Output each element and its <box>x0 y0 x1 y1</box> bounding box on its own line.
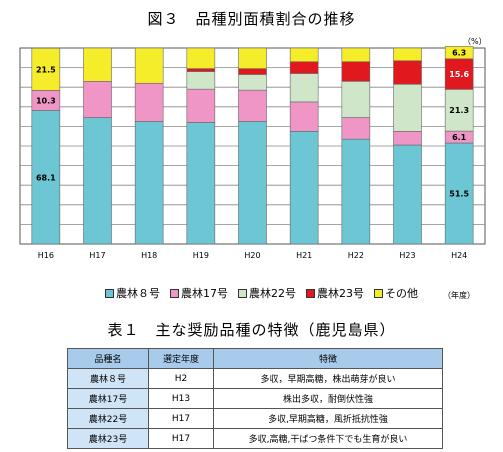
table-cell: 多収,高糖,干ばつ条件下でも生育が良い <box>213 428 443 449</box>
bar-segment <box>393 47 422 62</box>
bar-segment <box>341 117 371 140</box>
bar-segment <box>341 61 371 82</box>
header-cell: 品種名 <box>67 348 149 369</box>
bar-segment <box>238 68 267 75</box>
table-cell: 多収，早期高糖，株出萌芽が良い <box>213 368 443 389</box>
bar-segment <box>186 88 216 123</box>
table-row: 農林17号 H13 株出多収，耐倒伏性強 <box>67 388 443 409</box>
table-cell: 株出多収，耐倒伏性強 <box>213 388 443 409</box>
table-row: 農林22号 H17 多収,早期高糖，風折抵抗性強 <box>67 408 443 429</box>
bar-segment <box>289 101 319 132</box>
header-cell: 特徴 <box>213 348 443 369</box>
table-cell: H17 <box>148 428 214 449</box>
legend-item-norin8: 農林８号 <box>105 285 160 301</box>
legend-swatch <box>238 288 247 298</box>
data-label: 15.6 <box>449 70 469 79</box>
bar-segment <box>444 142 474 245</box>
bar-segment <box>134 82 164 122</box>
bar-segment <box>83 117 112 245</box>
x-tick-label: H24 <box>451 251 467 260</box>
bar-segment <box>186 122 216 245</box>
bar-segment <box>444 89 474 132</box>
bar-segment <box>341 138 371 245</box>
bar-segment <box>238 89 267 122</box>
bar-segment <box>393 144 422 245</box>
legend-label: 農林23号 <box>317 287 364 300</box>
x-tick-label: H16 <box>38 251 54 260</box>
x-tick-label: H21 <box>296 251 312 260</box>
x-tick-label: H22 <box>348 251 364 260</box>
table-cell: 農林22号 <box>67 408 149 429</box>
legend-swatch <box>170 288 179 298</box>
bar-segment <box>444 46 474 60</box>
table-row: 農林23号 H17 多収,高糖,干ばつ条件下でも生育が良い <box>67 428 443 449</box>
bar-segment <box>289 131 319 245</box>
bar-segment <box>238 74 267 91</box>
bar-segment <box>83 81 112 118</box>
legend-swatch <box>374 288 383 298</box>
data-label: 51.5 <box>449 190 469 199</box>
legend-swatch <box>105 288 114 298</box>
varieties-table: 品種名 選定年度 特徴 農林８号 H2 多収，早期高糖，株出萌芽が良い 農林17… <box>67 348 443 449</box>
legend-item-other: その他 <box>374 285 418 301</box>
bar-segment <box>341 47 371 63</box>
bar-segment <box>238 47 267 69</box>
bar-segment <box>289 61 319 74</box>
bar-segment <box>289 73 319 103</box>
table-cell: 農林８号 <box>67 368 149 389</box>
chart-legend: 農林８号 農林17号 農林22号 農林23号 その他 <box>105 285 428 301</box>
x-unit-label: （年度） <box>443 291 475 300</box>
x-tick-label: H18 <box>141 251 157 260</box>
bar-segment <box>186 68 216 72</box>
data-label: 10.3 <box>36 96 56 105</box>
data-label: 6.3 <box>452 49 466 58</box>
bar-segment <box>444 58 474 90</box>
bar-segment <box>186 71 216 90</box>
bar-segment <box>83 47 112 82</box>
x-tick-label: H17 <box>89 251 105 260</box>
bar-segment <box>31 47 61 91</box>
y-unit-label: （%） <box>463 37 487 46</box>
table-title: 表１ 主な奨励品種の特徴（鹿児島県） <box>107 321 396 339</box>
bar-segment <box>134 47 164 84</box>
bar-segment <box>393 83 422 132</box>
legend-swatch <box>306 288 315 298</box>
legend-label: 農林８号 <box>116 287 160 300</box>
bar-segment <box>134 121 164 245</box>
legend-item-norin23: 農林23号 <box>306 285 364 301</box>
x-tick-label: H23 <box>399 251 415 260</box>
bar-segment <box>393 60 422 85</box>
table-cell: 多収,早期高糖，風折抵抗性強 <box>213 408 443 429</box>
table-cell: H2 <box>148 368 214 389</box>
bar-segment <box>341 81 371 118</box>
bar-segment <box>289 47 319 63</box>
data-label: 68.1 <box>36 173 56 182</box>
x-tick-label: H19 <box>193 251 209 260</box>
legend-item-norin17: 農林17号 <box>170 285 228 301</box>
table-cell: 農林17号 <box>67 388 149 409</box>
table-cell: H13 <box>148 388 214 409</box>
figure-title: 図３ 品種別面積割合の推移 <box>147 10 356 28</box>
stacked-bar-chart: H16 H17 H18 H19 H20 H21 H22 H23 H24 68.1 10.3 21.5 5… <box>19 46 486 260</box>
data-label: 21.3 <box>449 106 469 115</box>
table-cell: 農林23号 <box>67 428 149 449</box>
legend-label: 農林17号 <box>181 287 228 300</box>
data-label: 21.5 <box>36 65 56 74</box>
bar-segment <box>31 110 61 245</box>
legend-label: 農林22号 <box>249 287 296 300</box>
bar-segment <box>186 47 216 69</box>
bar-segment <box>238 121 267 245</box>
bar-segment <box>393 131 422 146</box>
data-label: 6.1 <box>452 133 467 142</box>
header-cell: 選定年度 <box>148 348 214 369</box>
x-tick-label: H20 <box>244 251 260 260</box>
table-row: 農林８号 H2 多収，早期高糖，株出萌芽が良い <box>67 368 443 389</box>
table-cell: H17 <box>148 408 214 429</box>
legend-item-norin22: 農林22号 <box>238 285 296 301</box>
table-header-row: 品種名 選定年度 特徴 <box>67 348 443 369</box>
legend-label: その他 <box>385 287 418 300</box>
